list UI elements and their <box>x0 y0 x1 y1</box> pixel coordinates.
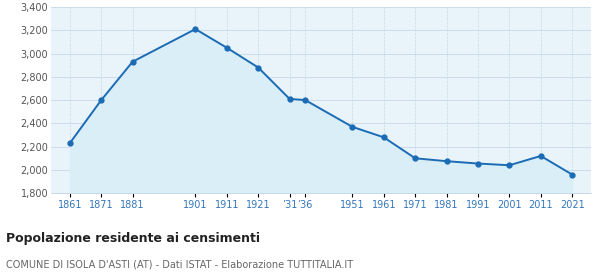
Text: Popolazione residente ai censimenti: Popolazione residente ai censimenti <box>6 232 260 245</box>
Text: COMUNE DI ISOLA D'ASTI (AT) - Dati ISTAT - Elaborazione TUTTITALIA.IT: COMUNE DI ISOLA D'ASTI (AT) - Dati ISTAT… <box>6 259 353 269</box>
